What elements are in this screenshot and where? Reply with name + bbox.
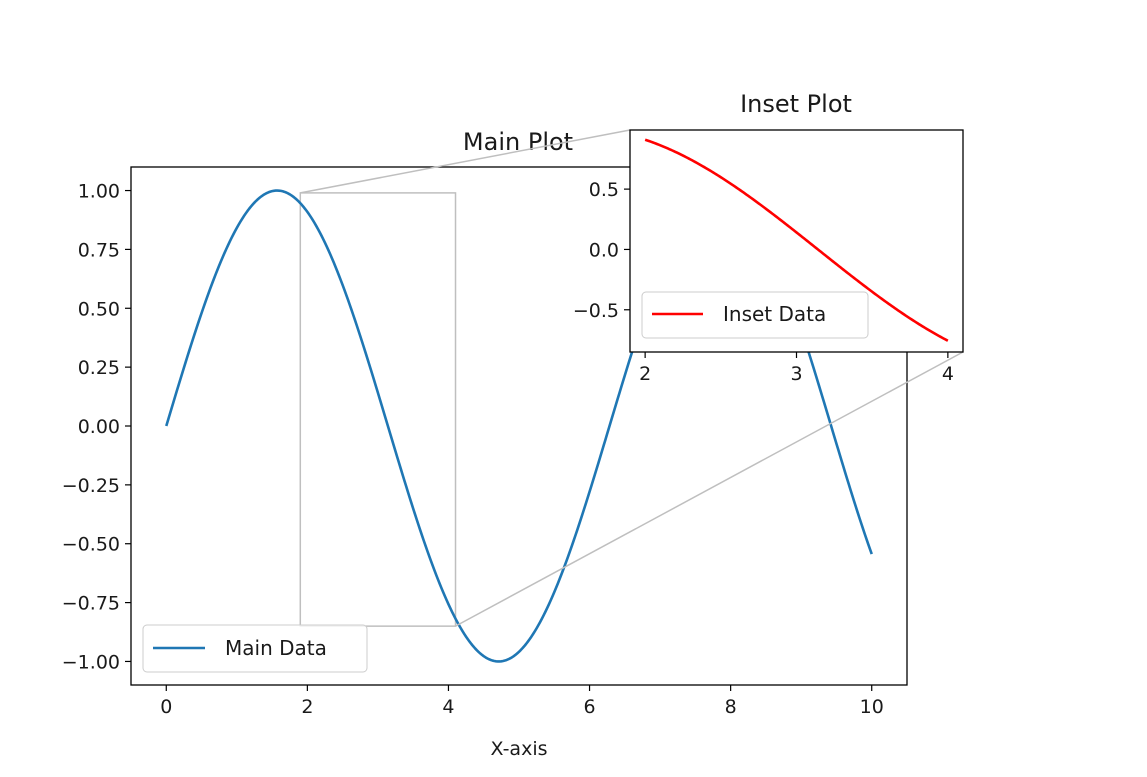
inset-data-line <box>644 138 949 342</box>
main-x-ticks: 0 2 4 6 8 10 <box>160 685 884 718</box>
connector-line-top <box>300 129 631 194</box>
main-legend-label: Main Data <box>225 636 327 660</box>
main-x-tick-label: 10 <box>860 696 884 718</box>
inset-legend-label: Inset Data <box>723 302 826 326</box>
connector-line-bottom <box>455 351 964 627</box>
main-zoom-region <box>299 192 457 627</box>
inset-title: Inset Plot <box>740 90 852 118</box>
main-chart: Main Plot 0 2 4 6 8 10 1.000.750.500.250.00−0… <box>62 128 908 760</box>
inset-connectors <box>300 129 964 627</box>
main-x-tick-label: 6 <box>583 696 595 718</box>
main-x-tick-label: 2 <box>301 696 313 718</box>
main-y-tick-label: 1.00 <box>78 181 120 203</box>
main-legend: Main Data <box>142 624 368 673</box>
inset-x-tick-label: 2 <box>639 363 651 385</box>
inset-legend-box <box>641 291 869 339</box>
inset-chart: Inset Plot 2 3 4 0.5 0.0 −0.5 Inset Data <box>573 90 964 385</box>
main-y-ticks: 1.00 0.75 0.50 0.25 0.00 −0.25 −0.50 −0.75 −1.00 <box>62 181 131 673</box>
main-y-tick-label: −0.25 <box>62 475 120 497</box>
inset-x-ticks: 2 3 4 <box>639 352 954 385</box>
zoom-region-rectangle <box>299 192 457 627</box>
inset-y-ticks: 0.5 0.0 −0.5 <box>573 179 630 322</box>
main-y-tick-label: 0.25 <box>78 357 120 379</box>
main-x-axis-label: X-axis <box>491 738 548 760</box>
main-x-tick-label: 4 <box>442 696 454 718</box>
inset-plot-area <box>644 138 949 342</box>
main-y-tick-label: 0.00 <box>78 416 120 438</box>
inset-x-tick-label: 3 <box>790 363 802 385</box>
main-y-tick-label: 0.50 <box>78 298 120 320</box>
main-y-tick-label: −0.75 <box>62 593 120 615</box>
inset-y-tick-label: 0.5 <box>589 179 619 201</box>
main-y-tick-label: −1.00 <box>62 651 120 673</box>
inset-x-tick-label: 4 <box>942 363 954 385</box>
main-y-tick-label: 0.75 <box>78 239 120 261</box>
main-x-tick-label: 0 <box>160 696 172 718</box>
main-y-tick-label: −0.50 <box>62 534 120 556</box>
inset-y-tick-label: −0.5 <box>573 300 619 322</box>
inset-y-tick-label: 0.0 <box>589 239 619 261</box>
inset-legend: Inset Data <box>641 291 869 339</box>
main-legend-box <box>142 624 368 673</box>
main-x-tick-label: 8 <box>725 696 737 718</box>
